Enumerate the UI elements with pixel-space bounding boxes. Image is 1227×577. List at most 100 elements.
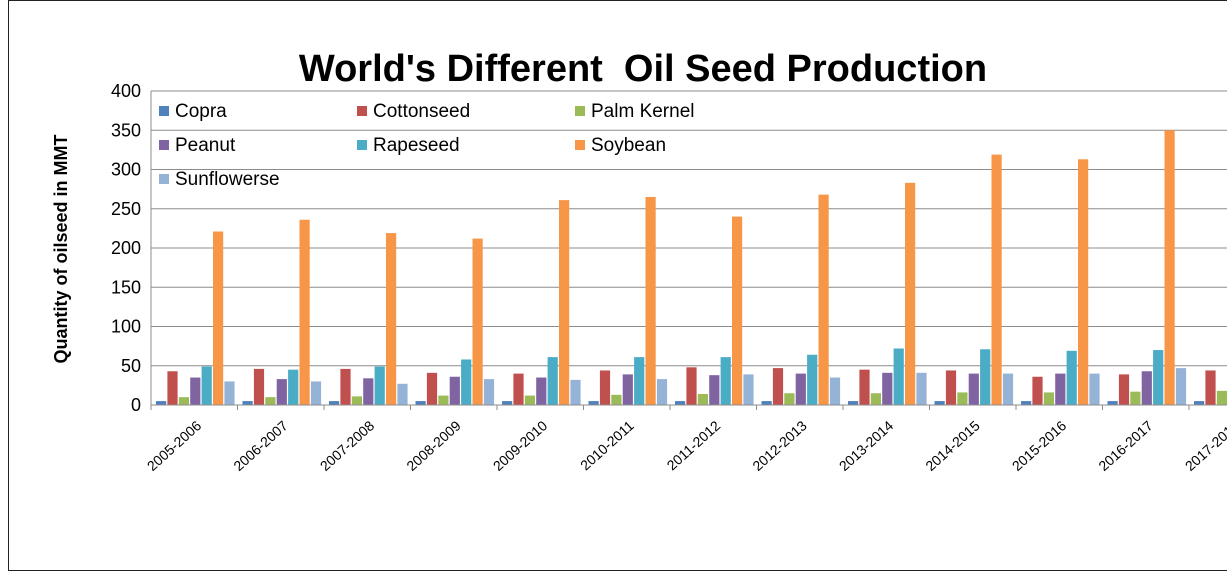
y-tick-label: 350	[111, 120, 141, 140]
bar-cottonseed	[513, 373, 524, 405]
bar-palm-kernel	[351, 396, 362, 405]
bar-palm-kernel	[178, 397, 189, 405]
legend-label: Sunflowerse	[175, 169, 280, 190]
bar-sunflowerse	[310, 381, 322, 405]
bar-cottonseed	[253, 368, 265, 405]
bar-rapeseed	[1153, 350, 1164, 405]
bar-copra	[1021, 401, 1032, 405]
y-tick-label: 50	[121, 356, 141, 376]
chart-svg: World's Different Oil Seed Production Qu…	[51, 48, 1227, 474]
bar-sunflowerse	[916, 372, 927, 405]
bar-copra	[156, 401, 167, 405]
y-tick-label: 250	[111, 199, 141, 219]
bar-cottonseed	[772, 368, 784, 405]
legend-swatch	[159, 174, 169, 184]
y-tick-label: 100	[111, 317, 141, 337]
legend-label: Palm Kernel	[591, 101, 695, 122]
bar-sunflowerse	[224, 381, 235, 405]
x-tick-label: 2012-2013	[749, 417, 810, 474]
bar-soybean	[472, 238, 483, 405]
x-tick-label: 2016-2017	[1095, 417, 1156, 474]
bar-peanut	[709, 375, 720, 405]
bar-peanut	[276, 379, 287, 405]
bar-soybean	[299, 219, 310, 405]
bar-cottonseed	[340, 368, 351, 405]
legend-swatch	[575, 106, 585, 116]
bar-cottonseed	[167, 371, 178, 405]
bar-soybean	[386, 233, 397, 405]
x-tick-label: 2015-2016	[1009, 417, 1070, 474]
legend-swatch	[159, 140, 169, 150]
legend-swatch	[357, 106, 367, 116]
legend-label: Copra	[175, 101, 227, 122]
x-tick-label: 2010-2011	[577, 417, 637, 473]
y-tick-label: 300	[111, 160, 141, 180]
bar-soybean	[818, 194, 829, 405]
bar-copra	[588, 401, 599, 405]
bar-rapeseed	[374, 366, 385, 405]
bar-peanut	[190, 377, 201, 405]
bar-sunflowerse	[397, 383, 408, 405]
y-tick-label: 150	[111, 277, 141, 297]
bar-copra	[329, 401, 340, 405]
bar-sunflowerse	[656, 379, 668, 405]
legend-swatch	[575, 140, 585, 150]
chart-title: World's Different Oil Seed Production	[299, 48, 987, 90]
legend-label: Soybean	[591, 135, 666, 156]
bar-soybean	[991, 154, 1002, 405]
bar-rapeseed	[201, 366, 212, 405]
y-axis-label: Quantity of oilseed in MMT	[51, 134, 71, 363]
bar-copra	[242, 401, 253, 405]
bars-layer	[156, 130, 1227, 405]
bar-palm-kernel	[611, 394, 622, 405]
bar-cottonseed	[686, 367, 697, 405]
bar-soybean	[559, 200, 570, 405]
bar-copra	[675, 401, 686, 405]
bar-copra	[502, 401, 513, 405]
legend-swatch	[159, 106, 169, 116]
bar-peanut	[1055, 373, 1066, 405]
x-tick-label: 2009-2010	[490, 417, 551, 474]
bar-palm-kernel	[265, 397, 276, 405]
bar-peanut	[968, 373, 979, 405]
bar-rapeseed	[461, 359, 472, 405]
bar-copra	[934, 401, 945, 405]
chart-frame: World's Different Oil Seed Production Qu…	[8, 0, 1227, 571]
legend-label: Rapeseed	[373, 135, 460, 156]
bar-peanut	[536, 377, 547, 405]
x-tick-label: 2008-2009	[403, 417, 464, 474]
x-tick-label: 2013-2014	[836, 417, 897, 474]
bar-sunflowerse	[829, 377, 841, 405]
bar-rapeseed	[893, 348, 904, 405]
bar-soybean	[213, 231, 224, 405]
y-tick-label: 400	[111, 81, 141, 101]
x-tick-label: 2014-2015	[922, 417, 983, 474]
bar-soybean	[645, 196, 656, 405]
bar-soybean	[905, 182, 916, 405]
bar-soybean	[732, 216, 743, 405]
bar-sunflowerse	[570, 379, 581, 405]
bar-cottonseed	[599, 370, 611, 405]
bar-peanut	[622, 374, 633, 405]
legend-swatch	[357, 140, 367, 150]
bar-rapeseed	[807, 354, 818, 405]
bar-sunflowerse	[1089, 373, 1100, 405]
bar-rapeseed	[634, 357, 645, 405]
bar-palm-kernel	[1130, 391, 1141, 405]
x-tick-label: 2017-2018	[1182, 417, 1227, 474]
bar-cottonseed	[426, 372, 438, 405]
bar-peanut	[363, 378, 374, 405]
y-tick-label: 0	[131, 395, 141, 415]
bar-sunflowerse	[483, 379, 495, 405]
x-tick-label: 2007-2008	[317, 417, 378, 474]
bar-sunflowerse	[743, 374, 754, 405]
bar-rapeseed	[720, 357, 731, 405]
bar-peanut	[882, 372, 893, 405]
bar-palm-kernel	[524, 395, 535, 405]
bar-rapeseed	[547, 357, 558, 405]
x-tick-label: 2011-2012	[664, 417, 724, 473]
bar-copra	[848, 401, 859, 405]
bar-palm-kernel	[870, 393, 881, 405]
bar-soybean	[1164, 130, 1175, 405]
legend-label: Peanut	[175, 135, 236, 156]
